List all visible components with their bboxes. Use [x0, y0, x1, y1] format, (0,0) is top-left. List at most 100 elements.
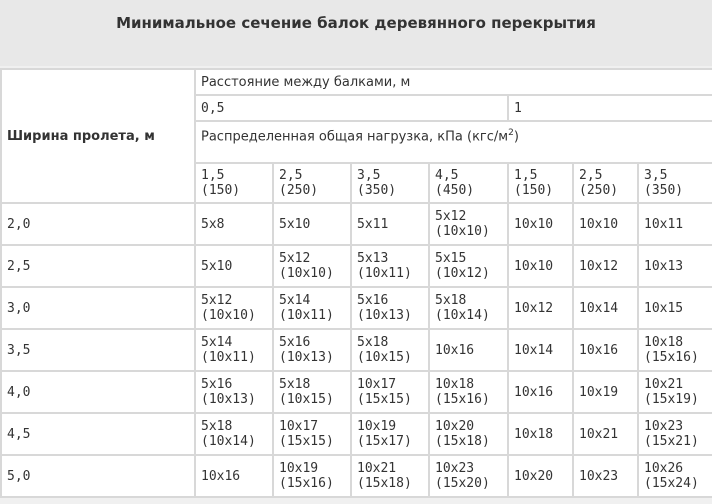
section-cell: 5x12 (10x10) — [274, 246, 350, 286]
section-cell: 10x20 — [509, 456, 572, 496]
section-cell: 5x13 (10x11) — [352, 246, 428, 286]
section-size: 5x13 — [357, 251, 389, 266]
load-header-cell: 3,5 (350) — [352, 164, 428, 202]
load-kgf: (350) — [357, 183, 397, 198]
section-cell: 10x26 (15x24) — [639, 456, 712, 496]
section-size: 10x18 — [644, 335, 684, 350]
section-size: 5x18 — [201, 419, 233, 434]
section-cell: 10x16 — [574, 330, 637, 370]
section-cell: 10x16 — [430, 330, 507, 370]
load-kgf: (150) — [514, 183, 554, 198]
section-cell: 10x19 (15x17) — [352, 414, 428, 454]
section-size: 5x8 — [201, 216, 225, 232]
section-size: 10x16 — [201, 468, 241, 484]
section-size: 5x12 — [435, 209, 467, 224]
load-kgf: (250) — [579, 183, 619, 198]
distance-0-5: 0,5 — [196, 96, 507, 120]
section-cell: 10x13 — [639, 246, 712, 286]
table-row: 4,0 5x16 (10x13) 5x18 (10x15) 10x17 (15x15) 10x… — [2, 372, 712, 412]
section-size-alt: (15x20) — [435, 476, 490, 491]
section-cell: 10x12 — [574, 246, 637, 286]
section-size: 10x14 — [514, 342, 554, 358]
section-size: 10x21 — [644, 377, 684, 392]
section-cell: 5x10 — [274, 204, 350, 244]
section-size: 5x15 — [435, 251, 467, 266]
section-size-alt: (15x21) — [644, 434, 699, 449]
section-cell: 5x18 (10x15) — [352, 330, 428, 370]
section-size: 10x10 — [514, 216, 554, 232]
section-cell: 10x17 (15x15) — [274, 414, 350, 454]
table-row: 5,0 10x16 10x19 (15x16) 10x21 (15x18) 10x23 (15… — [2, 456, 712, 496]
section-size-alt: (15x16) — [644, 350, 699, 365]
section-size: 5x18 — [279, 377, 311, 392]
section-size: 10x23 — [435, 461, 475, 476]
load-kgf: (150) — [201, 183, 241, 198]
table-row: 3,0 5x12 (10x10) 5x14 (10x11) 5x16 (10x13) 5x18… — [2, 288, 712, 328]
section-size-alt: (10x15) — [279, 392, 334, 407]
section-size-alt: (10x14) — [435, 308, 490, 323]
section-size: 10x17 — [279, 419, 319, 434]
section-size-alt: (10x10) — [435, 224, 490, 239]
section-size-alt: (15x18) — [357, 476, 412, 491]
section-size: 5x12 — [279, 251, 311, 266]
load-kgf: (250) — [279, 183, 319, 198]
beam-section-table: Ширина пролета, м Расстояние между балка… — [0, 68, 712, 498]
section-cell: 10x21 (15x18) — [352, 456, 428, 496]
section-cell: 10x21 — [574, 414, 637, 454]
section-size-alt: (10x13) — [357, 308, 412, 323]
section-cell: 10x16 — [509, 372, 572, 412]
section-size: 5x12 — [201, 293, 233, 308]
section-cell: 10x14 — [574, 288, 637, 328]
section-cell: 5x12 (10x10) — [196, 288, 272, 328]
load-header-cell: 2,5 (250) — [574, 164, 637, 202]
distance-header: Расстояние между балками, м — [196, 70, 712, 94]
section-cell: 10x20 (15x18) — [430, 414, 507, 454]
section-cell: 10x10 — [509, 246, 572, 286]
section-size: 10x21 — [579, 426, 619, 442]
load-header-text: Распределенная общая нагрузка, кПа (кгс/… — [201, 129, 509, 145]
section-size-alt: (15x18) — [435, 434, 490, 449]
section-size: 10x15 — [644, 300, 684, 316]
span-value: 2,0 — [2, 204, 194, 244]
span-value: 5,0 — [2, 456, 194, 496]
section-size: 5x18 — [357, 335, 389, 350]
section-size-alt: (15x16) — [435, 392, 490, 407]
table-row: 2,5 5x10 5x12 (10x10) 5x13 (10x11) 5x15 (10x12)… — [2, 246, 712, 286]
section-cell: 10x23 (15x20) — [430, 456, 507, 496]
load-kgf: (450) — [435, 183, 475, 198]
span-value: 4,0 — [2, 372, 194, 412]
section-size-alt: (10x13) — [279, 350, 334, 365]
section-cell: 5x18 (10x15) — [274, 372, 350, 412]
section-cell: 5x10 — [196, 246, 272, 286]
section-size: 5x14 — [279, 293, 311, 308]
load-header-sup: 2 — [508, 128, 514, 138]
section-size: 5x10 — [279, 216, 311, 232]
load-kpa: 1,5 — [514, 168, 538, 183]
section-cell: 10x15 — [639, 288, 712, 328]
section-size: 10x14 — [579, 300, 619, 316]
table-title: Минимальное сечение балок деревянного пе… — [116, 14, 596, 32]
section-size-alt: (15x15) — [357, 392, 412, 407]
section-size: 10x26 — [644, 461, 684, 476]
section-cell: 10x19 (15x16) — [274, 456, 350, 496]
section-size-alt: (10x11) — [357, 266, 412, 281]
section-size-alt: (10x13) — [201, 392, 256, 407]
load-header-close: ) — [513, 129, 519, 145]
section-size: 10x10 — [579, 216, 619, 232]
section-cell: 10x23 — [574, 456, 637, 496]
section-size-alt: (15x15) — [279, 434, 334, 449]
section-size: 5x16 — [357, 293, 389, 308]
section-cell: 5x16 (10x13) — [352, 288, 428, 328]
section-cell: 10x16 — [196, 456, 272, 496]
section-cell: 10x12 — [509, 288, 572, 328]
section-size: 10x12 — [579, 258, 619, 274]
load-kpa: 3,5 — [357, 168, 381, 183]
section-size: 10x20 — [514, 468, 554, 484]
section-cell: 10x10 — [509, 204, 572, 244]
section-size: 10x16 — [514, 384, 554, 400]
span-value: 3,0 — [2, 288, 194, 328]
section-cell: 5x15 (10x12) — [430, 246, 507, 286]
load-header-cell: 4,5 (450) — [430, 164, 507, 202]
section-size-alt: (10x11) — [201, 350, 256, 365]
section-cell: 10x21 (15x19) — [639, 372, 712, 412]
